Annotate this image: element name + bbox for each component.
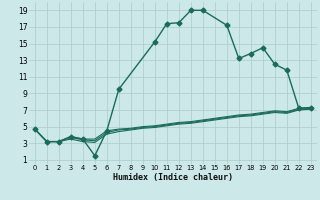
X-axis label: Humidex (Indice chaleur): Humidex (Indice chaleur) [113,173,233,182]
